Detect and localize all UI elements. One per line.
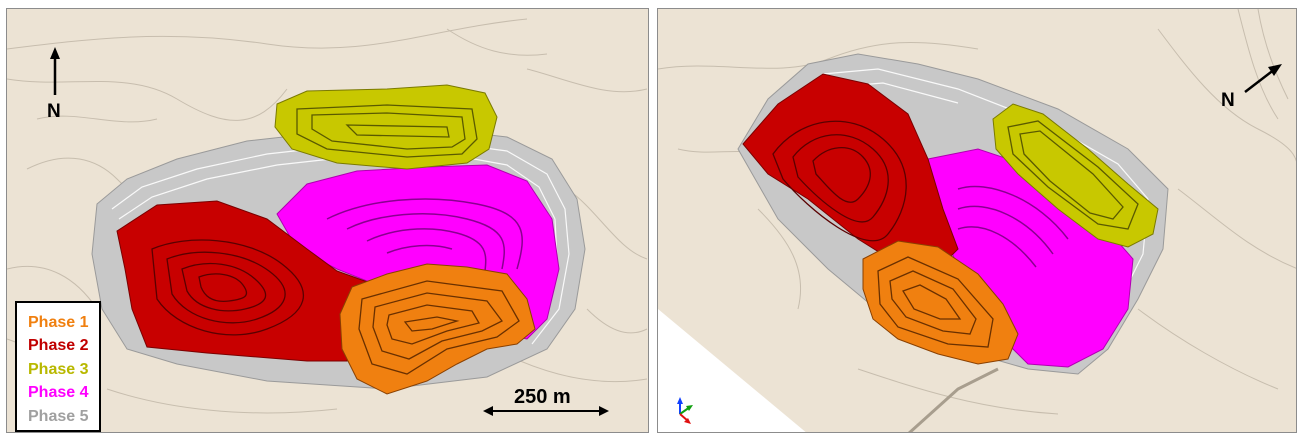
north-arrow-icon: [50, 47, 60, 95]
perspective-view-map: [658, 9, 1296, 432]
scale-bar-label: 250 m: [514, 386, 571, 408]
phase-2-benches: [772, 120, 907, 242]
legend-item-phase-1: Phase 1: [28, 314, 89, 331]
scale-bar: [483, 406, 609, 416]
phase-4-benches: [326, 198, 523, 272]
phase-3-benches: [296, 104, 478, 158]
haul-road: [907, 367, 999, 432]
phase-legend: Phase 1 Phase 2 Phase 3 Phase 4 Phase 5: [15, 301, 101, 432]
phase-2-pit: [742, 73, 959, 270]
north-label-left: N: [47, 101, 61, 122]
phase-2-benches: [151, 239, 304, 336]
xyz-axes-icon: [677, 397, 693, 424]
phase-4-benches: [957, 185, 1069, 268]
phase-1-pit: [339, 263, 536, 395]
phase-3-benches: [1007, 120, 1139, 230]
legend-item-phase-2: Phase 2: [28, 337, 89, 355]
terrain-contours: [658, 9, 1296, 415]
north-label-right: N: [1221, 90, 1235, 111]
perspective-view-panel: N: [657, 8, 1297, 433]
phase-1-benches: [358, 280, 520, 375]
plan-view-panel: N 250 m Phase 1 Phase 2 Phase 3 Phase 4 …: [6, 8, 649, 433]
legend-item-phase-5: Phase 5: [28, 407, 89, 425]
phase-1-pit: [862, 240, 1019, 365]
phase-1-benches: [877, 256, 994, 348]
plan-view-map: [7, 18, 648, 416]
legend-item-phase-3: Phase 3: [28, 360, 89, 378]
legend-item-phase-4: Phase 4: [28, 384, 89, 402]
north-arrow-icon: [1244, 64, 1282, 93]
phase-3-pit: [992, 103, 1159, 248]
